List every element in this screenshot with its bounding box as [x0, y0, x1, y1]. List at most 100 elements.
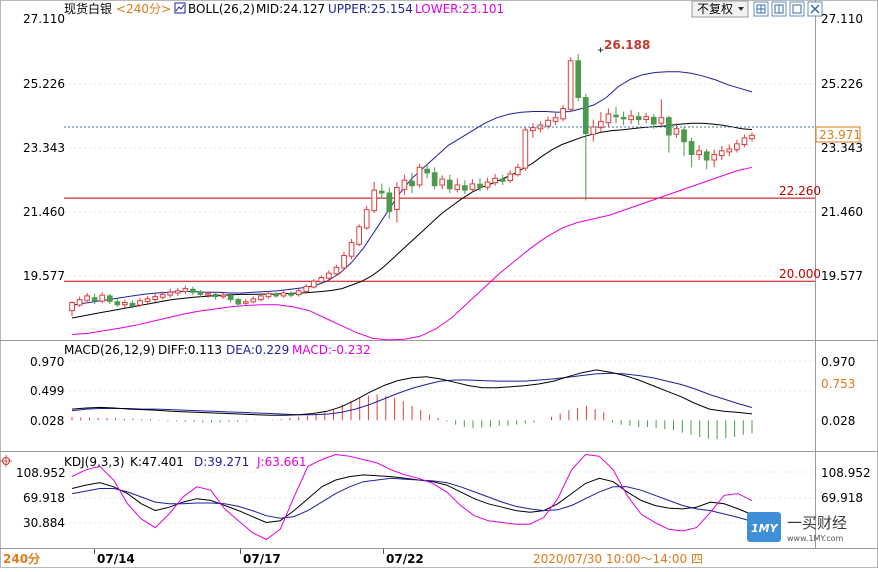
macd-dea-line	[71, 372, 753, 416]
brand-name: 一买财经	[787, 514, 847, 532]
kdj-chart	[71, 453, 753, 541]
peak-annotation: 26.188	[598, 38, 650, 53]
cursor-time-label: 2020/07/30 10:00～14:00 四	[533, 552, 703, 566]
macd-tick-right-0: 0.970	[821, 355, 855, 369]
candle-up	[394, 187, 400, 210]
candle-up	[333, 266, 340, 275]
kdj-tick-left-1: 69.918	[23, 491, 65, 505]
candle-down	[462, 185, 468, 191]
candle-down	[620, 116, 627, 120]
candle-up	[76, 299, 83, 306]
brand-logo-icon	[747, 512, 781, 542]
kdj-tick-left-0: 108.952	[16, 466, 66, 480]
candle-down	[499, 178, 506, 182]
candle-up	[250, 298, 257, 303]
reference-line-label-0: 22.260	[779, 184, 821, 198]
x-date-1: 07/17	[243, 552, 281, 566]
candle-down	[227, 295, 234, 301]
price-tick-right-0: 27.110	[821, 12, 863, 26]
candlesticks	[69, 53, 755, 317]
candle-down	[197, 291, 204, 295]
candle-up	[167, 291, 174, 296]
candle-down	[582, 97, 589, 134]
candle-down	[431, 172, 438, 187]
candle-up	[628, 115, 634, 121]
kdj-d-value: D:39.271	[194, 455, 249, 469]
candle-up	[182, 288, 189, 293]
candle-up	[590, 126, 597, 135]
candle-up	[545, 119, 551, 127]
close-icon[interactable]	[807, 1, 823, 17]
kdj-gridlines	[64, 471, 815, 524]
candle-up	[310, 280, 317, 288]
candle-down	[386, 192, 393, 212]
macd-gridlines	[64, 360, 815, 392]
macd-tick-left-1: 0.499	[30, 384, 64, 398]
candle-up	[401, 179, 408, 190]
candle-up	[265, 293, 272, 298]
last-price-tag	[815, 126, 861, 143]
candle-up	[741, 137, 748, 145]
candle-down	[212, 293, 219, 298]
restore-dropdown[interactable]	[691, 0, 749, 18]
candle-up	[280, 292, 287, 297]
candle-up	[734, 143, 740, 151]
x-date-0: 07/14	[97, 552, 135, 566]
candle-up	[258, 295, 264, 301]
candle-down	[235, 299, 242, 305]
candle-up	[454, 184, 461, 190]
candle-up	[220, 294, 227, 298]
candle-up	[205, 293, 211, 296]
boll-mid-line	[71, 122, 753, 319]
candle-up	[560, 108, 566, 120]
candle-up	[84, 295, 91, 301]
candle-up	[159, 293, 166, 298]
candle-down	[288, 293, 294, 296]
candle-up	[507, 173, 514, 181]
macd-tick-right-2: 0.028	[821, 414, 855, 428]
kdj-tick-right-1: 69.918	[821, 491, 863, 505]
candle-up	[514, 166, 521, 176]
period-selector[interactable]: <240分>	[116, 2, 171, 16]
boll-label[interactable]: BOLL(26,2)	[188, 2, 255, 16]
candle-up	[726, 148, 733, 153]
candle-down	[446, 179, 453, 190]
candle-up	[598, 120, 604, 129]
candle-up	[363, 209, 370, 229]
price-tick-left-4: 19.577	[23, 269, 65, 283]
candle-up	[122, 302, 128, 306]
grid-alt-icon[interactable]	[771, 1, 787, 17]
candle-up	[605, 113, 612, 124]
kdj-axis-right: 108.952 69.918	[821, 466, 871, 505]
reference-lines: 22.260 20.000	[64, 184, 821, 282]
candle-up	[348, 242, 355, 257]
candle-up	[673, 128, 680, 135]
macd-dea-value: DEA:0.229	[226, 343, 289, 357]
period-tab[interactable]: 240分	[3, 551, 40, 566]
candle-up	[416, 166, 423, 186]
price-tick-left-3: 21.460	[23, 205, 65, 219]
macd-diff-line	[71, 369, 753, 416]
candle-up	[144, 298, 151, 302]
candle-up	[711, 154, 718, 161]
price-tick-right-1: 25.226	[821, 77, 863, 91]
expand-icon[interactable]	[789, 1, 805, 17]
candle-up	[326, 272, 332, 279]
peak-value-label: 26.188	[604, 38, 650, 52]
candle-up	[174, 290, 181, 294]
price-axis-left: 27.110 25.226 23.343 21.460 19.577	[23, 12, 65, 283]
candle-up	[341, 255, 347, 269]
candle-up	[99, 294, 106, 302]
candle-up	[749, 134, 755, 140]
candle-up	[643, 116, 650, 120]
macd-diff-value: DIFF:0.113	[158, 343, 222, 357]
instrument-name: 现货白银	[64, 1, 112, 16]
macd-axis-right: 0.970 0.753 0.028	[821, 355, 855, 428]
header-toolbar: 现货白银 <240分> BOLL(26,2) MID:24.127 UPPER:…	[64, 0, 823, 18]
last-price-value: 23.971	[819, 128, 861, 142]
grid-icon[interactable]	[753, 1, 769, 17]
price-tick-right-2: 23.343	[821, 141, 863, 155]
